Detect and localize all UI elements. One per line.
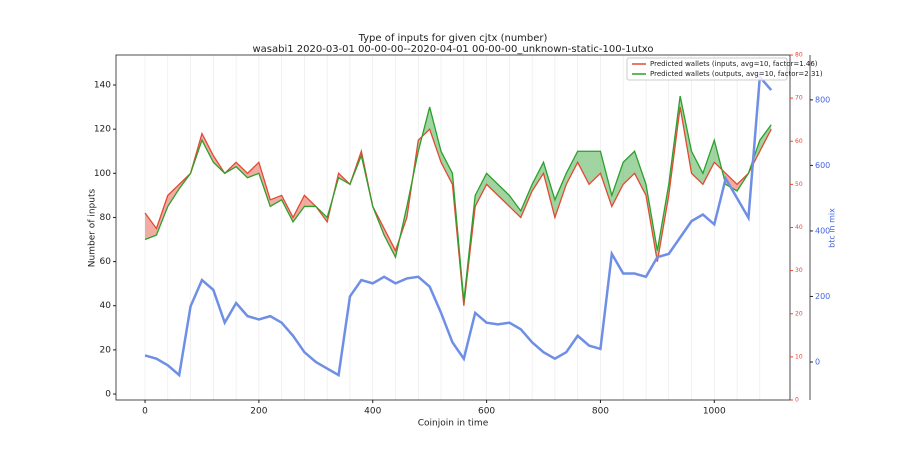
- legend-box: [626, 57, 788, 81]
- chart-title: Type of inputs for given cjtx (number): [358, 33, 548, 44]
- fill-between: [270, 195, 282, 207]
- x-axis-label: Coinjoin in time: [418, 419, 489, 429]
- chart-subtitle: wasabi1 2020-03-01 00-00-00--2020-04-01 …: [252, 44, 653, 55]
- y3-tick-label: 80: [795, 52, 803, 59]
- y2-tick-label: 800: [815, 95, 830, 104]
- fill-between: [497, 184, 510, 207]
- y-tick-label: 40: [100, 301, 112, 311]
- y2-tick-label: 600: [815, 161, 830, 170]
- y2-tick-label: 0: [815, 357, 820, 366]
- fill-between: [520, 184, 533, 218]
- fill-between: [236, 162, 248, 178]
- y-tick-label: 0: [105, 390, 111, 400]
- fill-between: [577, 151, 590, 185]
- x-tick-label: 200: [250, 407, 267, 417]
- y3-tick-label: 50: [795, 181, 803, 188]
- fill-between: [634, 151, 646, 196]
- y2-axis-label: btc in mix: [828, 208, 837, 248]
- series-line: [144, 95, 772, 302]
- fill-between: [532, 162, 544, 191]
- y-tick-label: 120: [94, 125, 111, 135]
- fill-between: [201, 133, 214, 163]
- legend-label: Predicted wallets (outputs, avg=10, fact…: [650, 70, 823, 78]
- plot-frame: [115, 54, 791, 401]
- y-tick-label: 20: [100, 345, 112, 355]
- y-tick-label: 140: [94, 81, 111, 91]
- y3-tick-label: 70: [795, 95, 803, 102]
- fill-between: [441, 151, 453, 185]
- y3-tick-label: 10: [795, 353, 803, 360]
- fill-between: [543, 162, 555, 218]
- fill-between: [145, 213, 157, 240]
- y3-tick-label: 40: [795, 224, 803, 231]
- fill-between: [384, 228, 396, 258]
- y-tick-label: 80: [100, 213, 112, 223]
- x-tick-label: 0: [142, 407, 148, 417]
- y2-tick-label: 400: [815, 226, 830, 235]
- fill-between: [702, 140, 715, 185]
- x-tick-label: 800: [592, 407, 609, 417]
- fill-between: [509, 195, 521, 218]
- fill-between: [566, 151, 578, 185]
- fill-between: [429, 107, 442, 163]
- series-line: [144, 73, 773, 378]
- y3-tick-label: 20: [795, 310, 803, 317]
- legend-label: Predicted wallets (inputs, avg=10, facto…: [650, 60, 818, 68]
- fill-between: [725, 173, 738, 191]
- y-axis-label: Number of inputs: [88, 188, 98, 267]
- x-tick-label: 400: [364, 407, 381, 417]
- fill-between: [600, 151, 612, 207]
- fill-between: [486, 173, 498, 196]
- y3-tick-label: 30: [795, 267, 803, 274]
- x-tick-label: 1000: [703, 407, 726, 417]
- series-line: [144, 106, 772, 306]
- y-tick-label: 100: [94, 169, 111, 179]
- y-tick-label: 60: [100, 257, 112, 267]
- fill-between: [554, 173, 567, 218]
- y2-tick-label: 200: [815, 292, 830, 301]
- fill-between: [475, 173, 487, 207]
- x-tick-label: 600: [478, 407, 495, 417]
- y3-tick-label: 0: [795, 397, 799, 404]
- fill-between: [611, 162, 624, 207]
- y3-tick-label: 60: [795, 138, 803, 145]
